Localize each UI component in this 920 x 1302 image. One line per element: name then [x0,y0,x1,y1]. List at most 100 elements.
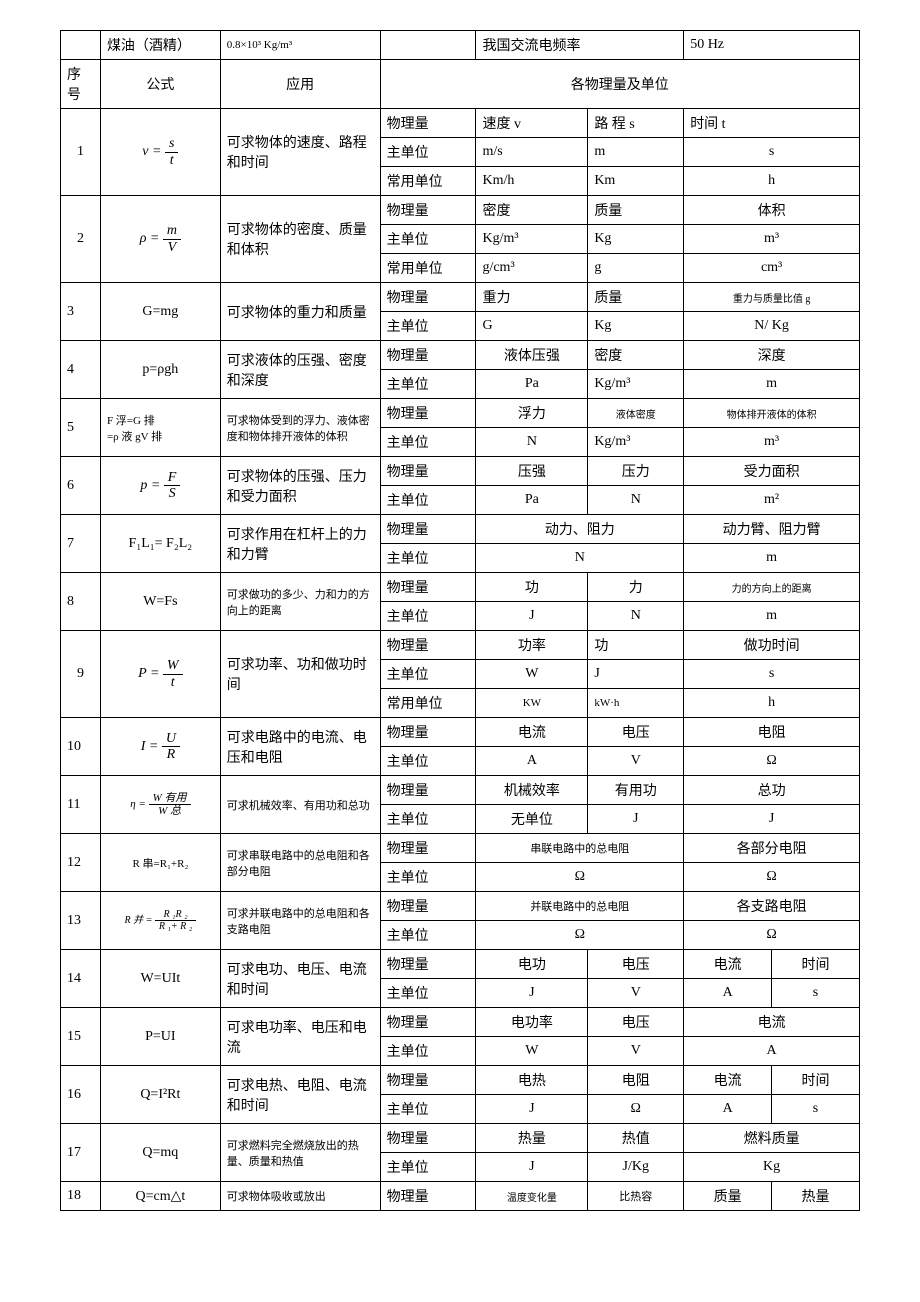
seq-cell: 13 [61,892,101,950]
label-cell: 物理量 [380,950,476,979]
freq-label: 我国交流电频率 [476,31,684,60]
qty-cell: 密度 [588,341,684,370]
app-cell: 可求电路中的电流、电压和电阻 [220,718,380,776]
seq-cell: 15 [61,1008,101,1066]
label-cell: 主单位 [380,370,476,399]
unit-cell: W [476,1037,588,1066]
qty-cell: 受力面积 [684,457,860,486]
label-cell: 物理量 [380,776,476,805]
table-row: 17 Q=mq 可求燃料完全燃烧放出的热量、质量和热值 物理量 热量 热值 燃料… [61,1124,860,1153]
table-row: 1 v = st 可求物体的速度、路程和时间 物理量 速度 v 路 程 s 时间… [61,109,860,138]
formula-cell: Q=I²Rt [100,1066,220,1124]
unit-cell: N [476,544,684,573]
unit-cell: Kg [588,225,684,254]
unit-cell: m [588,138,684,167]
qty-cell: 电压 [588,950,684,979]
seq-cell: 2 [61,196,101,283]
unit-cell: h [684,689,860,718]
formula-cell: Q=cm△t [100,1182,220,1211]
unit-cell: J/Kg [588,1153,684,1182]
qty-cell: 燃料质量 [684,1124,860,1153]
app-cell: 可求作用在杠杆上的力和力臂 [220,515,380,573]
label-cell: 物理量 [380,1124,476,1153]
qty-cell: 重力 [476,283,588,312]
app-cell: 可求串联电路中的总电阻和各部分电阻 [220,834,380,892]
table-row: 8 W=Fs 可求做功的多少、力和力的方向上的距离 物理量 功 力 力的方向上的… [61,573,860,602]
qty-cell: 质量 [684,1182,772,1211]
qty-cell: 动力、阻力 [476,515,684,544]
seq-cell: 4 [61,341,101,399]
unit-cell: s [772,979,860,1008]
seq-cell: 14 [61,950,101,1008]
qty-cell: 液体压强 [476,341,588,370]
seq-cell: 3 [61,283,101,341]
unit-cell: m² [684,486,860,515]
formula-cell: P=UI [100,1008,220,1066]
unit-cell: Km/h [476,167,588,196]
unit-cell: Kg/m³ [588,370,684,399]
formula-cell: Q=mq [100,1124,220,1182]
label-cell: 物理量 [380,718,476,747]
label-cell: 主单位 [380,921,476,950]
label-cell: 主单位 [380,979,476,1008]
qty-cell: 时间 t [684,109,860,138]
qty-cell: 力的方向上的距离 [684,573,860,602]
unit-cell: m [684,370,860,399]
qty-cell: 做功时间 [684,631,860,660]
formula-cell: R 串=R₁+R₂ [100,834,220,892]
qty-cell: 电流 [684,950,772,979]
unit-cell: J [476,1153,588,1182]
qty-cell: 体积 [684,196,860,225]
col-formula: 公式 [100,60,220,109]
app-cell: 可求物体受到的浮力、液体密度和物体排开液体的体积 [220,399,380,457]
seq-cell: 10 [61,718,101,776]
label-cell: 主单位 [380,312,476,341]
unit-cell: Kg [588,312,684,341]
qty-cell: 机械效率 [476,776,588,805]
formula-cell: F 浮=G 排=ρ 液 gV 排 [100,399,220,457]
unit-cell: Ω [476,863,684,892]
unit-cell: m [684,544,860,573]
unit-cell: Kg/m³ [588,428,684,457]
seq-cell: 1 [61,109,101,196]
seq-cell: 9 [61,631,101,718]
qty-cell: 物体排开液体的体积 [684,399,860,428]
qty-cell: 有用功 [588,776,684,805]
label-cell: 主单位 [380,486,476,515]
label-cell: 主单位 [380,602,476,631]
table-row: 4 p=ρgh 可求液体的压强、密度和深度 物理量 液体压强 密度 深度 [61,341,860,370]
seq-cell: 8 [61,573,101,631]
unit-cell: h [684,167,860,196]
label-cell: 常用单位 [380,689,476,718]
label-cell: 物理量 [380,283,476,312]
col-qty: 各物理量及单位 [380,60,859,109]
formula-cell: F₁L₁= F₂L₂ [100,515,220,573]
qty-cell: 质量 [588,283,684,312]
formula-cell: η = W 有用W 总 [100,776,220,834]
unit-cell: m/s [476,138,588,167]
seq-cell: 7 [61,515,101,573]
qty-cell: 电流 [684,1008,860,1037]
unit-cell: Pa [476,486,588,515]
label-cell: 主单位 [380,1095,476,1124]
qty-cell: 电压 [588,718,684,747]
unit-cell: N [588,602,684,631]
qty-cell: 串联电路中的总电阻 [476,834,684,863]
unit-cell: A [476,747,588,776]
app-cell: 可求燃料完全燃烧放出的热量、质量和热值 [220,1124,380,1182]
table-row: 14 W=UIt 可求电功、电压、电流和时间 物理量 电功 电压 电流 时间 [61,950,860,979]
seq-cell: 6 [61,457,101,515]
label-cell: 物理量 [380,892,476,921]
qty-cell: 质量 [588,196,684,225]
unit-cell: J [684,805,860,834]
qty-cell: 动力臂、阻力臂 [684,515,860,544]
unit-cell: J [476,1095,588,1124]
unit-cell: A [684,1095,772,1124]
unit-cell: s [684,660,860,689]
label-cell: 主单位 [380,544,476,573]
label-cell: 物理量 [380,109,476,138]
kerosene-label: 煤油（酒精） [100,31,220,60]
qty-cell: 深度 [684,341,860,370]
qty-cell: 压强 [476,457,588,486]
qty-cell: 功率 [476,631,588,660]
